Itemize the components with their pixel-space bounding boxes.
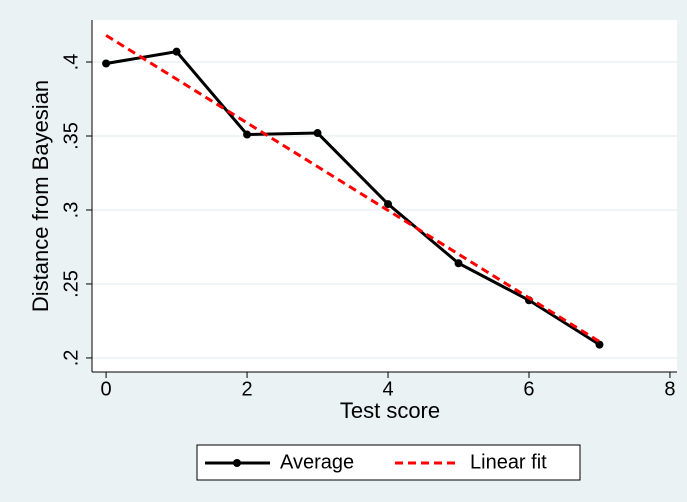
plot-area: [92, 20, 677, 372]
x-tick-label: 8: [664, 378, 675, 400]
legend-marker: [233, 459, 241, 467]
point: [102, 59, 111, 68]
y-tick-label: .2: [60, 350, 82, 367]
legend-label: Linear fit: [470, 451, 547, 473]
x-tick-label: 2: [241, 378, 252, 400]
point: [595, 340, 604, 349]
y-axis-label: Distance from Bayesian: [28, 80, 53, 312]
x-axis-label: Test score: [340, 398, 440, 423]
x-tick-label: 0: [101, 378, 112, 400]
y-tick-label: .3: [60, 202, 82, 219]
x-tick-label: 6: [523, 378, 534, 400]
y-tick-label: .4: [60, 54, 82, 71]
series-line: [105, 34, 601, 343]
y-tick-label: .25: [60, 270, 82, 298]
point: [243, 130, 252, 139]
legend-label: Average: [280, 451, 354, 473]
y-tick-label: .35: [60, 122, 82, 150]
x-tick-label: 4: [382, 378, 393, 400]
point: [384, 200, 393, 209]
point: [172, 47, 181, 56]
point: [454, 259, 463, 268]
point: [313, 129, 322, 138]
series-line: [105, 50, 601, 346]
